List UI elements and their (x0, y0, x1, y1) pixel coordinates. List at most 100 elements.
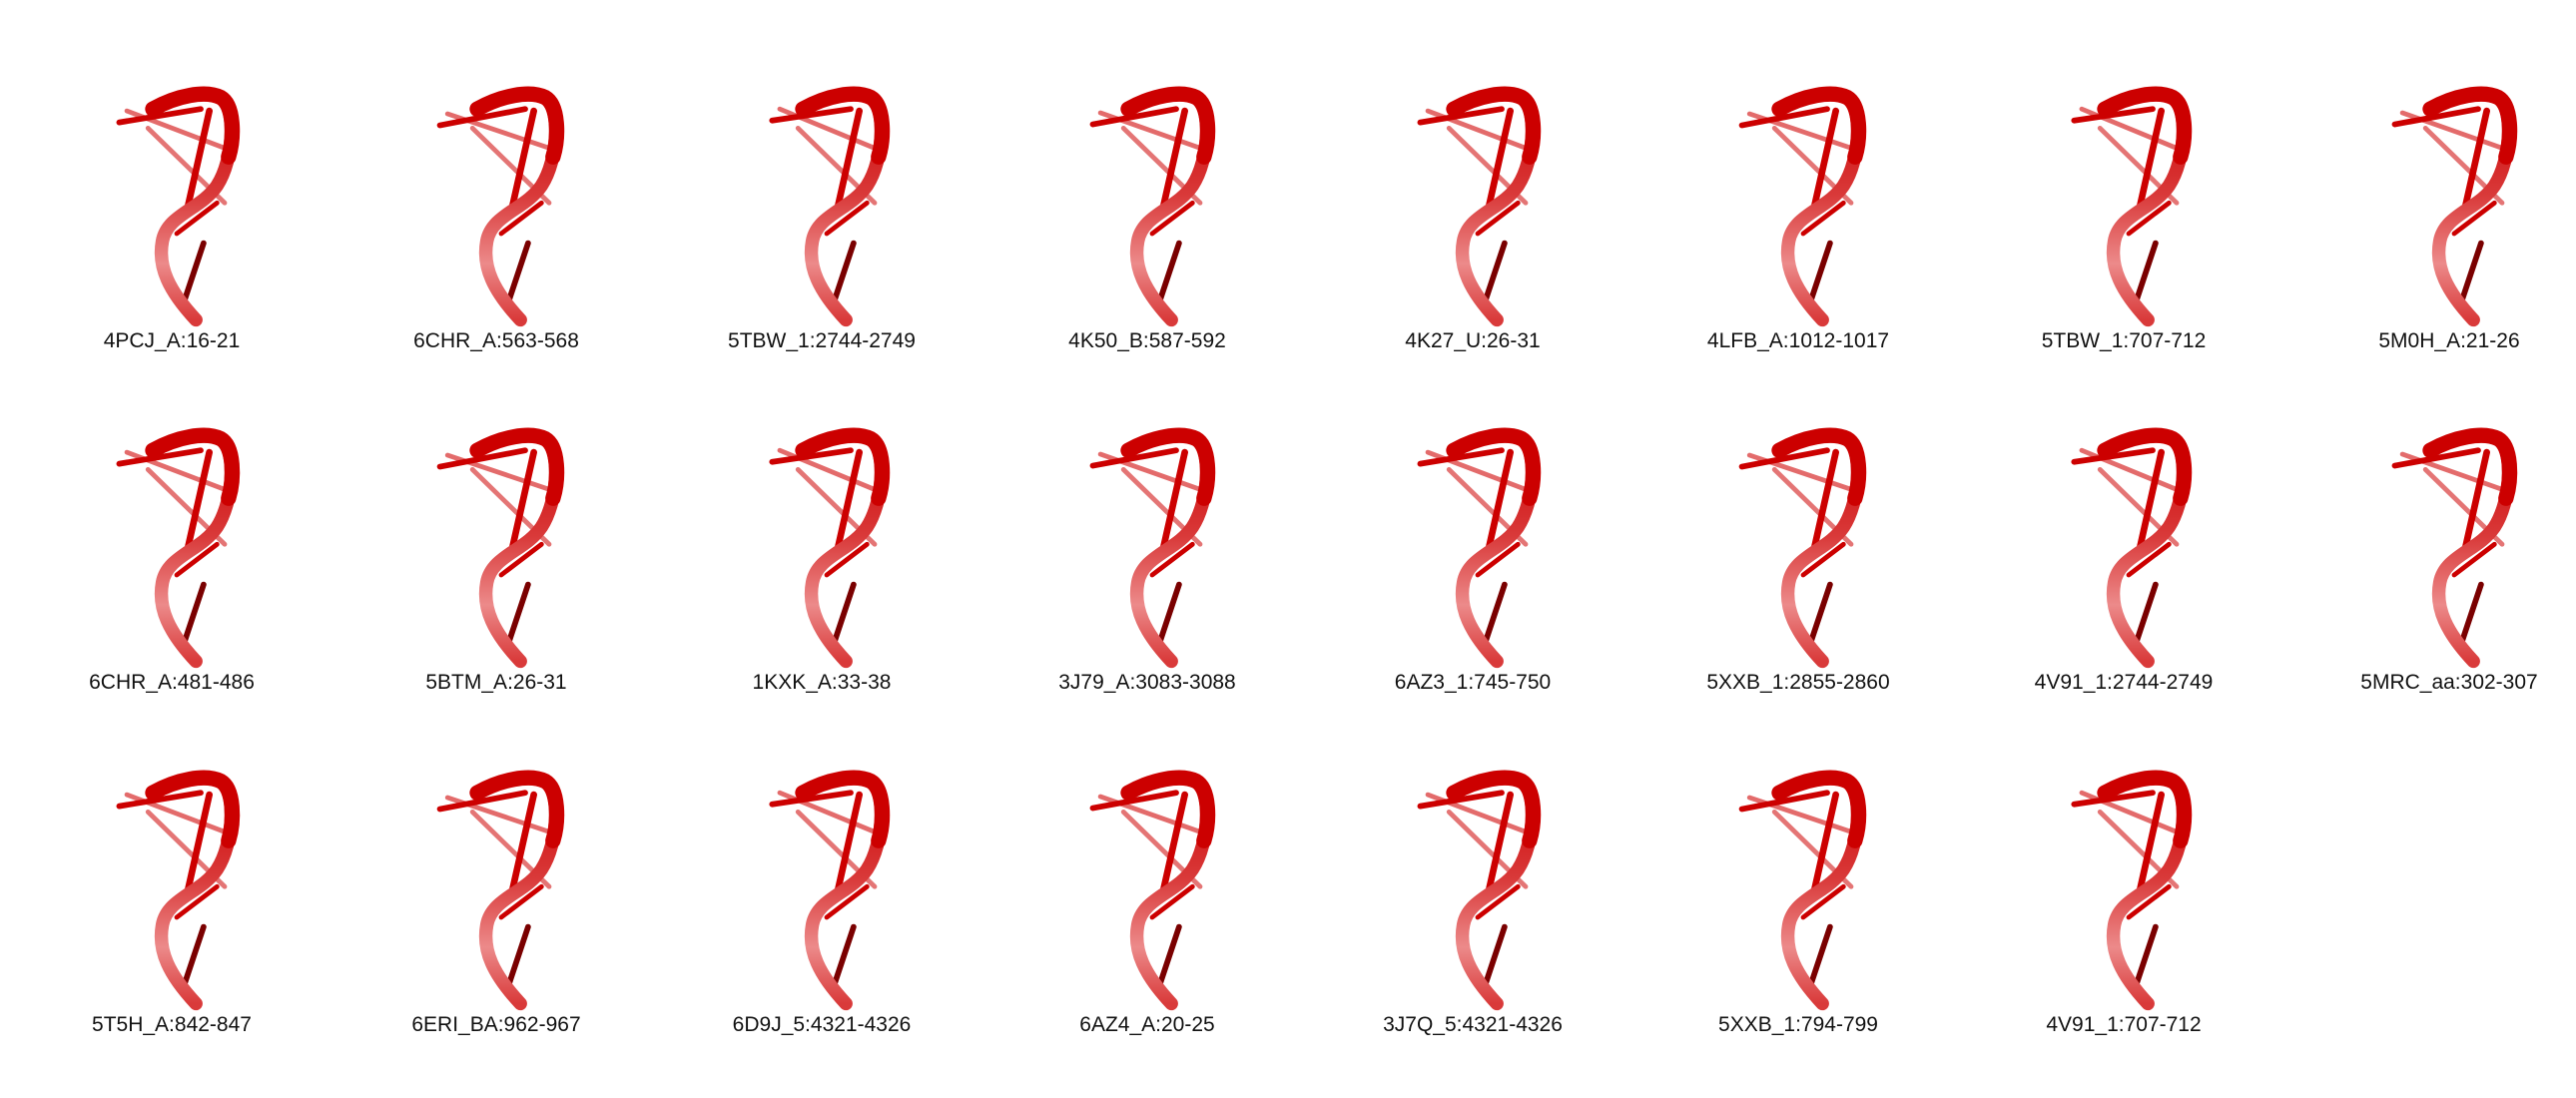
rna-structure-image (2391, 427, 2518, 669)
base-stick (824, 541, 870, 578)
base-stick (824, 200, 870, 237)
base-stick (831, 581, 857, 646)
base-stick (498, 200, 544, 237)
structure-label: 1KXK_A:33-38 (752, 671, 892, 694)
base-stick (1486, 448, 1514, 550)
rna-structure-image (2071, 427, 2193, 669)
rna-structure-image (1089, 86, 1216, 327)
base-stick (1738, 790, 1830, 813)
base-stick (181, 581, 207, 646)
base-stick (2391, 106, 2481, 128)
structure-panel: 6CHR_A:481-486 (22, 401, 322, 721)
base-stick (2133, 923, 2159, 988)
structure-panel: 5T5H_A:842-847 (22, 744, 322, 1063)
base-stick (2391, 447, 2481, 469)
base-stick (1811, 791, 1839, 892)
base-stick (1811, 448, 1839, 550)
base-stick (174, 200, 220, 237)
backbone-top-loop (469, 427, 565, 506)
structure-panel: 5MRC_aa:302-307 (2299, 401, 2576, 721)
base-stick (831, 923, 857, 988)
base-stick (1807, 240, 1833, 304)
base-stick (498, 541, 544, 578)
structure-panel: 3J7Q_5:4321-4326 (1323, 744, 1622, 1063)
base-stick (1149, 200, 1195, 237)
structure-label: 5BTM_A:26-31 (425, 671, 567, 694)
backbone-top-loop (795, 427, 891, 506)
structure-panel: 5BTM_A:26-31 (346, 401, 646, 721)
base-stick (1160, 107, 1188, 209)
structure-label: 5T5H_A:842-847 (92, 1013, 252, 1036)
base-stick (436, 106, 528, 129)
base-stick (1417, 790, 1505, 810)
backbone-top-loop (795, 770, 891, 848)
base-stick (505, 923, 531, 988)
base-stick (1738, 106, 1830, 129)
backbone-top-loop (469, 770, 565, 848)
structure-panel: 5XXB_1:794-799 (1648, 744, 1948, 1063)
base-stick (769, 790, 854, 808)
backbone-top-loop (2097, 86, 2193, 165)
structure-label: 4K27_U:26-31 (1405, 329, 1541, 352)
base-stick (181, 923, 207, 988)
structure-panel: 5XXB_1:2855-2860 (1648, 401, 1948, 721)
base-stick (116, 106, 204, 126)
base-stick (509, 448, 537, 550)
backbone-top-loop (145, 770, 241, 848)
rna-structure-image (1417, 427, 1542, 669)
structure-label: 5XXB_1:2855-2860 (1706, 671, 1890, 694)
structure-panel: 4V91_1:707-712 (1974, 744, 2273, 1063)
backbone-top-loop (2097, 427, 2193, 506)
base-stick (2133, 581, 2159, 646)
structure-panel: 3J79_A:3083-3088 (997, 401, 1297, 721)
backbone-top-loop (1771, 86, 1867, 165)
base-stick (2071, 447, 2156, 465)
base-stick (769, 447, 854, 465)
base-stick (2071, 106, 2156, 124)
base-stick (1738, 447, 1830, 470)
base-stick (505, 581, 531, 646)
base-stick (2462, 107, 2491, 209)
structure-label: 4PCJ_A:16-21 (103, 329, 241, 352)
base-stick (498, 883, 544, 920)
base-stick (185, 791, 214, 892)
base-stick (1475, 200, 1521, 237)
structure-label: 5TBW_1:707-712 (2041, 329, 2207, 352)
base-stick (1475, 883, 1521, 920)
structure-label: 6AZ4_A:20-25 (1079, 1013, 1215, 1036)
backbone-top-loop (1120, 427, 1216, 506)
base-stick (2451, 200, 2497, 237)
structure-panel: 6AZ3_1:745-750 (1323, 401, 1622, 721)
base-stick (2458, 240, 2484, 304)
base-stick (436, 447, 528, 470)
backbone-top-loop (795, 86, 891, 165)
base-stick (2126, 883, 2172, 920)
rna-structure-image (2391, 86, 2518, 327)
structure-label: 4V91_1:707-712 (2046, 1013, 2202, 1036)
base-stick (1475, 541, 1521, 578)
base-stick (1800, 541, 1846, 578)
rna-structure-image (116, 770, 241, 1011)
base-stick (1089, 447, 1179, 469)
base-stick (436, 790, 528, 813)
backbone-top-loop (2097, 770, 2193, 848)
base-stick (2133, 240, 2159, 304)
structure-label: 4K50_B:587-592 (1068, 329, 1226, 352)
backbone-top-loop (1771, 427, 1867, 506)
base-stick (1800, 883, 1846, 920)
base-stick (181, 240, 207, 304)
structure-panel: 5M0H_A:21-26 (2299, 60, 2576, 379)
rna-structure-image (1417, 770, 1542, 1011)
structure-label: 5M0H_A:21-26 (2378, 329, 2520, 352)
base-stick (1149, 541, 1195, 578)
base-stick (1160, 448, 1188, 550)
base-stick (116, 790, 204, 810)
structure-panel: 4K50_B:587-592 (997, 60, 1297, 379)
base-stick (1482, 240, 1508, 304)
base-stick (1417, 106, 1505, 126)
structure-label: 6CHR_A:563-568 (413, 329, 579, 352)
rna-structure-image (1738, 427, 1867, 669)
structure-label: 6ERI_BA:962-967 (411, 1013, 581, 1036)
base-stick (185, 107, 214, 209)
